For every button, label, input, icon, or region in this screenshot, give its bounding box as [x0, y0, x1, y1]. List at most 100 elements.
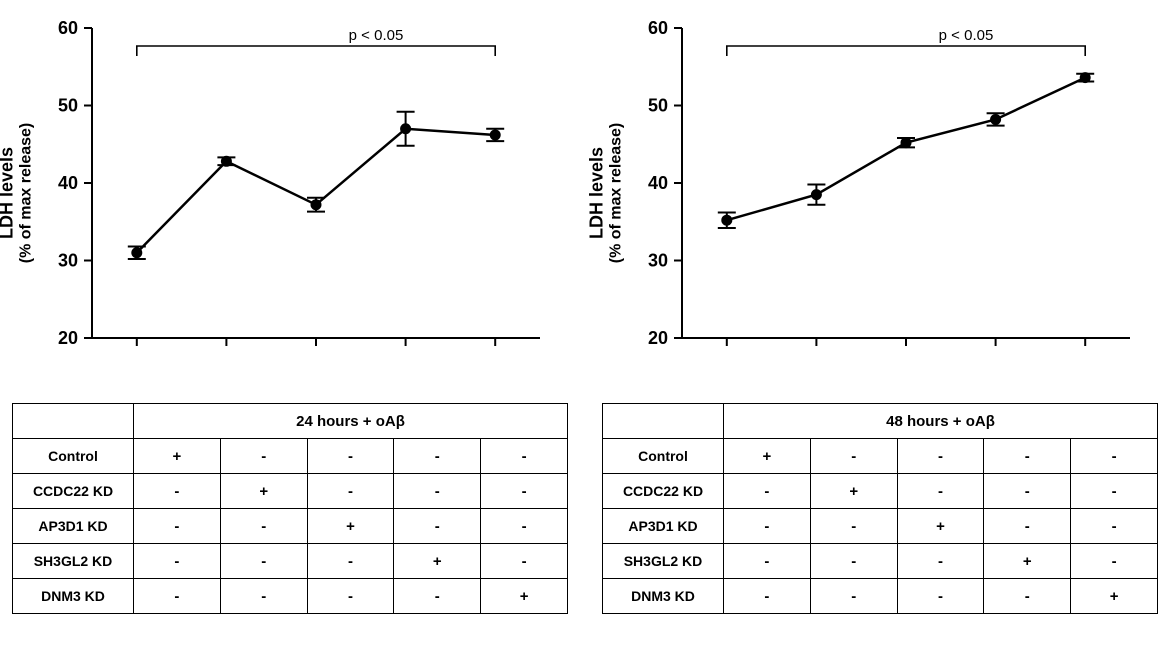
table-cell: -: [1071, 544, 1158, 579]
y-axis-label: LDH levels (% of max release): [586, 123, 625, 264]
svg-text:30: 30: [58, 251, 78, 271]
y-axis-label: LDH levels (% of max release): [0, 123, 36, 264]
row-label: Control: [13, 439, 134, 474]
ylabel-line1: LDH levels: [0, 147, 16, 239]
table-row: Control+----: [603, 439, 1158, 474]
row-label: AP3D1 KD: [13, 509, 134, 544]
table-cell: -: [481, 439, 568, 474]
table-cell: -: [1071, 509, 1158, 544]
table-cell: -: [984, 439, 1071, 474]
table-cell: -: [897, 439, 984, 474]
row-label: CCDC22 KD: [13, 474, 134, 509]
svg-text:p < 0.05: p < 0.05: [939, 27, 994, 44]
table-row: CCDC22 KD-+---: [603, 474, 1158, 509]
condition-table-24h: 24 hours + oAβControl+----CCDC22 KD-+---…: [12, 403, 568, 614]
table-cell: -: [220, 439, 307, 474]
chart-24h: LDH levels (% of max release) 2030405060…: [20, 8, 560, 378]
table-cell: -: [724, 509, 811, 544]
table-cell: -: [810, 579, 897, 614]
table-cell: -: [307, 474, 394, 509]
svg-text:20: 20: [58, 328, 78, 348]
table-cell: -: [134, 474, 221, 509]
table-cell: -: [1071, 474, 1158, 509]
table-cell: -: [481, 544, 568, 579]
svg-text:20: 20: [648, 328, 668, 348]
table-cell: -: [307, 579, 394, 614]
row-label: CCDC22 KD: [603, 474, 724, 509]
table-row: DNM3 KD----+: [13, 579, 568, 614]
table-row: AP3D1 KD--+--: [603, 509, 1158, 544]
table-cell: +: [481, 579, 568, 614]
panel-48h: LDH levels (% of max release) 2030405060…: [600, 8, 1160, 648]
table-cell: -: [394, 509, 481, 544]
table-cell: -: [307, 439, 394, 474]
table-cell: -: [984, 579, 1071, 614]
panel-24h: LDH levels (% of max release) 2030405060…: [10, 8, 570, 648]
table-row: AP3D1 KD--+--: [13, 509, 568, 544]
svg-text:30: 30: [648, 251, 668, 271]
table-blank-corner: [603, 404, 724, 439]
table-cell: +: [1071, 579, 1158, 614]
table-cell: -: [481, 474, 568, 509]
figure-root: { "global": { "bg_color": "#ffffff", "li…: [0, 0, 1160, 662]
table-cell: +: [220, 474, 307, 509]
table-cell: -: [897, 579, 984, 614]
ylabel-line2: (% of max release): [607, 123, 625, 264]
table-row: SH3GL2 KD---+-: [603, 544, 1158, 579]
svg-text:60: 60: [58, 18, 78, 38]
table-cell: -: [134, 544, 221, 579]
row-label: DNM3 KD: [13, 579, 134, 614]
svg-text:40: 40: [648, 173, 668, 193]
table-cell: -: [394, 579, 481, 614]
table-header: 24 hours + oAβ: [134, 404, 568, 439]
svg-text:p < 0.05: p < 0.05: [349, 27, 404, 44]
table-header: 48 hours + oAβ: [724, 404, 1158, 439]
svg-text:60: 60: [648, 18, 668, 38]
condition-table-48h: 48 hours + oAβControl+----CCDC22 KD-+---…: [602, 403, 1158, 614]
table-cell: +: [307, 509, 394, 544]
table-cell: +: [134, 439, 221, 474]
table-cell: -: [134, 579, 221, 614]
table-cell: +: [897, 509, 984, 544]
ylabel-line2: (% of max release): [17, 123, 35, 264]
table-cell: -: [220, 579, 307, 614]
svg-text:40: 40: [58, 173, 78, 193]
table-cell: -: [307, 544, 394, 579]
table-cell: +: [984, 544, 1071, 579]
table-cell: -: [810, 509, 897, 544]
table-cell: -: [724, 474, 811, 509]
table-cell: -: [481, 509, 568, 544]
row-label: Control: [603, 439, 724, 474]
table-row: CCDC22 KD-+---: [13, 474, 568, 509]
row-label: SH3GL2 KD: [13, 544, 134, 579]
table-cell: +: [724, 439, 811, 474]
table-cell: -: [1071, 439, 1158, 474]
table-cell: -: [220, 509, 307, 544]
table-cell: -: [810, 544, 897, 579]
table-cell: -: [897, 474, 984, 509]
table-cell: -: [220, 544, 307, 579]
table-cell: -: [984, 509, 1071, 544]
table-cell: -: [984, 474, 1071, 509]
table-cell: -: [897, 544, 984, 579]
table-cell: +: [810, 474, 897, 509]
table-cell: +: [394, 544, 481, 579]
svg-text:50: 50: [648, 96, 668, 116]
svg-text:50: 50: [58, 96, 78, 116]
table-row: DNM3 KD----+: [603, 579, 1158, 614]
table-row: SH3GL2 KD---+-: [13, 544, 568, 579]
table-cell: -: [724, 579, 811, 614]
chart-svg-48h: 20 30 40 50 60 p < 0.05: [610, 8, 1150, 378]
table-cell: -: [810, 439, 897, 474]
table-cell: -: [394, 474, 481, 509]
row-label: AP3D1 KD: [603, 509, 724, 544]
table-cell: -: [394, 439, 481, 474]
row-label: DNM3 KD: [603, 579, 724, 614]
table-cell: -: [724, 544, 811, 579]
table-cell: -: [134, 509, 221, 544]
ylabel-line1: LDH levels: [586, 147, 606, 239]
row-label: SH3GL2 KD: [603, 544, 724, 579]
chart-48h: LDH levels (% of max release) 2030405060…: [610, 8, 1150, 378]
chart-svg-24h: 20 30 40 50 60 p < 0.05: [20, 8, 560, 378]
table-row: Control+----: [13, 439, 568, 474]
